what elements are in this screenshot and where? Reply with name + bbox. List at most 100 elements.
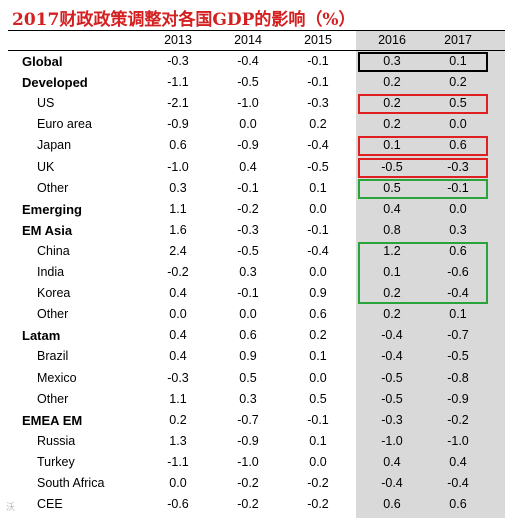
- cell-2016: -0.5: [381, 159, 403, 174]
- row-label: Mexico: [37, 370, 77, 385]
- cell-2014: -1.0: [237, 454, 259, 469]
- row-label: CEE: [37, 497, 63, 512]
- cell-2017: -0.2: [447, 412, 469, 427]
- cell-2016: -0.4: [381, 328, 403, 343]
- table-row: Korea 0.4 -0.1 0.9 0.2 -0.4: [0, 283, 509, 304]
- cell-2014: -0.4: [237, 54, 259, 68]
- cell-2013: -0.6: [167, 497, 189, 512]
- row-label: EM Asia: [22, 222, 73, 238]
- cell-2016: -0.4: [381, 349, 403, 364]
- cell-2017: 0.1: [449, 307, 467, 322]
- cell-2013: 1.6: [169, 222, 187, 237]
- row-label: EMEA EM: [22, 412, 83, 428]
- cell-2015: 0.0: [309, 201, 327, 216]
- cell-2015: 0.0: [309, 454, 327, 469]
- cell-2016: -1.0: [381, 433, 403, 448]
- table-row: Other 0.0 0.0 0.6 0.2 0.1: [0, 304, 509, 325]
- cell-2017: 0.0: [449, 201, 467, 216]
- cell-2015: -0.4: [307, 138, 329, 153]
- table-row: South Africa 0.0 -0.2 -0.2 -0.4 -0.4: [0, 473, 509, 494]
- cell-2013: 0.2: [169, 412, 187, 427]
- row-label: Brazil: [37, 349, 69, 364]
- cell-2014: -0.5: [237, 75, 259, 90]
- highlight-box: [358, 52, 488, 73]
- cell-2015: -0.5: [307, 159, 329, 174]
- cell-2013: -1.1: [167, 75, 189, 90]
- cell-2017: 0.6: [449, 243, 467, 258]
- cell-2013: 1.1: [169, 201, 187, 216]
- cell-2014: -0.7: [237, 412, 259, 427]
- row-label: Japan: [37, 138, 72, 153]
- cell-2017: -0.4: [447, 476, 469, 490]
- row-label: Euro area: [37, 117, 92, 132]
- table-row: CEE -0.6 -0.2 -0.2 0.6 0.6: [0, 494, 509, 515]
- cell-2017: 0.1: [449, 54, 467, 68]
- row-label: US: [37, 96, 55, 111]
- cell-2014: 0.4: [239, 159, 257, 174]
- cell-2014: 0.0: [239, 117, 257, 132]
- table-row: China 2.4 -0.5 -0.4 1.2 0.6: [0, 241, 509, 262]
- highlight-box: [358, 94, 488, 115]
- cell-2015: 0.1: [309, 433, 327, 448]
- highlight-box: [358, 136, 488, 157]
- cell-2014: -0.2: [237, 476, 259, 490]
- cell-2017: 0.3: [449, 222, 467, 237]
- highlight-box: [358, 157, 488, 178]
- table-row: EM Asia 1.6 -0.3 -0.1 0.8 0.3: [0, 220, 509, 241]
- column-header-2015: 2015: [304, 33, 332, 47]
- table-row: Turkey -1.1 -1.0 0.0 0.4 0.4: [0, 452, 509, 473]
- row-label: Latam: [22, 328, 61, 344]
- cell-2016: 0.4: [383, 454, 401, 469]
- cell-2013: -0.2: [167, 265, 189, 279]
- cell-2014: 0.3: [239, 391, 257, 406]
- cell-2013: 0.4: [169, 349, 187, 364]
- cell-2016: 0.2: [383, 307, 401, 322]
- table-row: UK -1.0 0.4 -0.5 -0.5 -0.3: [0, 157, 509, 178]
- cell-2014: 0.9: [239, 349, 257, 364]
- cell-2013: 2.4: [169, 243, 187, 258]
- cell-2013: 0.3: [169, 180, 187, 195]
- cell-2013: -0.9: [167, 117, 189, 132]
- cell-2015: -0.3: [307, 96, 329, 111]
- cell-2017: 0.5: [449, 96, 467, 111]
- row-label: Turkey: [37, 454, 75, 469]
- cell-2017: -0.5: [447, 349, 469, 364]
- cell-2017: 0.6: [449, 497, 467, 512]
- cell-2016: 0.2: [383, 96, 401, 111]
- cell-2014: 0.5: [239, 370, 257, 385]
- cell-2015: 0.0: [309, 265, 327, 279]
- table-row: Emerging 1.1 -0.2 0.0 0.4 0.0: [0, 199, 509, 220]
- cell-2014: 0.3: [239, 265, 257, 279]
- cell-2015: 0.0: [309, 370, 327, 385]
- cell-2015: 0.1: [309, 180, 327, 195]
- cell-2013: 0.6: [169, 138, 187, 153]
- table-row: Other 0.3 -0.1 0.1 0.5 -0.1: [0, 178, 509, 199]
- cell-2014: -0.2: [237, 201, 259, 216]
- cell-2016: 0.4: [383, 201, 401, 216]
- table-row: US -2.1 -1.0 -0.3 0.2 0.5: [0, 93, 509, 114]
- table-row: EMEA EM 0.2 -0.7 -0.1 -0.3 -0.2: [0, 410, 509, 431]
- row-label: Global: [22, 54, 63, 69]
- cell-2014: -0.2: [237, 497, 259, 512]
- cell-2015: 0.9: [309, 286, 327, 301]
- cell-2015: 0.2: [309, 328, 327, 343]
- cell-2017: -1.0: [447, 433, 469, 448]
- cell-2016: -0.5: [381, 391, 403, 406]
- row-label: China: [37, 243, 70, 258]
- cell-2013: -1.1: [167, 454, 189, 469]
- cell-2017: 0.0: [449, 117, 467, 132]
- row-label: Other: [37, 180, 69, 195]
- cell-2016: 0.2: [383, 75, 401, 90]
- cell-2016: 0.5: [383, 180, 401, 195]
- cell-2015: -0.1: [307, 412, 329, 427]
- cell-2017: -0.7: [447, 328, 469, 343]
- cell-2016: -0.3: [381, 412, 403, 427]
- cell-2016: 0.3: [383, 54, 401, 68]
- cell-2016: -0.5: [381, 370, 403, 385]
- cell-2016: 0.2: [383, 117, 401, 132]
- table-row: Latam 0.4 0.6 0.2 -0.4 -0.7: [0, 325, 509, 346]
- watermark: 沃: [6, 502, 16, 512]
- cell-2017: -0.4: [447, 286, 469, 301]
- table-row: Euro area -0.9 0.0 0.2 0.2 0.0: [0, 114, 509, 135]
- cell-2014: -0.1: [237, 180, 259, 195]
